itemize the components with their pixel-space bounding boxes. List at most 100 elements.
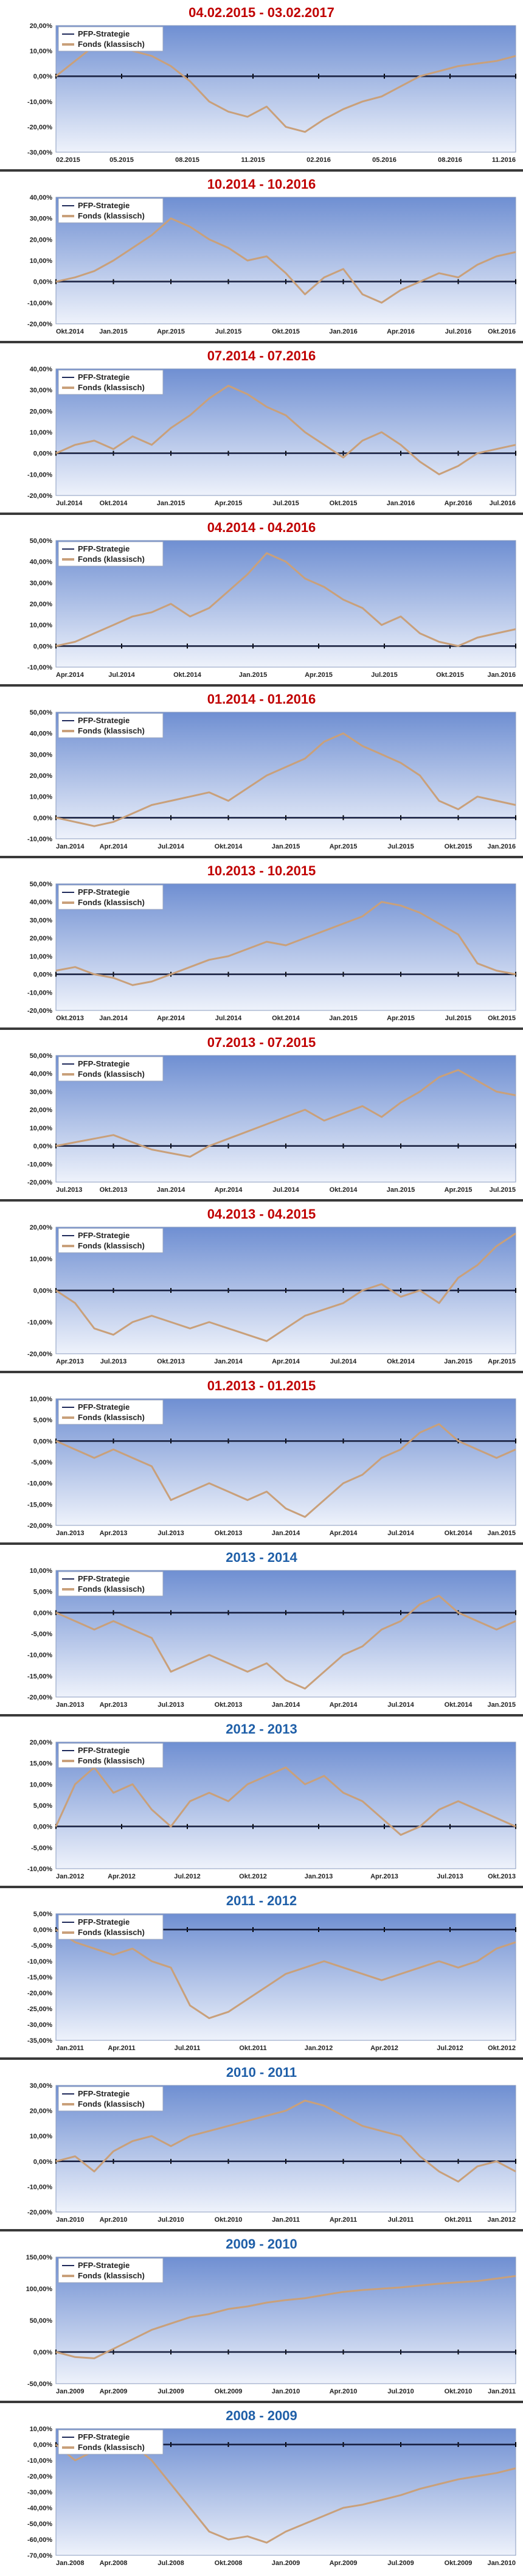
x-tick-label: Okt.2014 bbox=[445, 1530, 473, 1537]
series-line-fonds bbox=[55, 1423, 516, 1518]
y-tick-label: 40,00% bbox=[30, 194, 53, 201]
y-tick-label: 10,00% bbox=[30, 429, 53, 436]
y-tick-label: -20,00% bbox=[27, 1007, 52, 1015]
legend-box bbox=[58, 713, 164, 738]
y-tick-label: 50,00% bbox=[30, 537, 53, 545]
y-tick-label: 20,00% bbox=[30, 772, 53, 780]
x-tick-label: Jan.2015 bbox=[329, 1015, 357, 1022]
x-tick-label: Jan.2013 bbox=[305, 1873, 333, 1880]
y-tick-label: -50,00% bbox=[27, 2381, 52, 2388]
y-tick-label: -10,00% bbox=[27, 1161, 52, 1168]
x-tick-label: Jan.2014 bbox=[214, 1358, 243, 1365]
x-tick-label: Okt.2014 bbox=[56, 328, 85, 335]
chart-title: 10.2013 - 10.2015 bbox=[207, 863, 316, 878]
x-tick-label: Jul.2009 bbox=[387, 2560, 414, 2567]
legend-label: PFP-Strategie bbox=[78, 373, 130, 382]
x-tick-label: Jan.2016 bbox=[329, 328, 357, 335]
x-tick-label: Jul.2014 bbox=[56, 500, 83, 507]
chart-svg: 50,00% 40,00% 30,00% 20,00% 10,00% 0,00% -10,0… bbox=[27, 537, 516, 679]
y-tick-label: 10,00% bbox=[30, 1396, 53, 1403]
y-tick-label: 50,00% bbox=[30, 2317, 53, 2325]
y-tick-label: 5,00% bbox=[33, 1911, 52, 1918]
y-tick-label: -20,00% bbox=[27, 2209, 52, 2216]
legend-label: Fonds (klassisch) bbox=[78, 2271, 145, 2280]
y-tick-label: 50,00% bbox=[30, 881, 53, 888]
legend-label: Fonds (klassisch) bbox=[78, 1413, 145, 1422]
legend-label: PFP-Strategie bbox=[78, 1402, 130, 1412]
y-tick-label: 0,00% bbox=[33, 1609, 52, 1617]
x-tick-label: Okt.2008 bbox=[215, 2560, 243, 2567]
y-tick-label: 0,00% bbox=[33, 643, 52, 650]
x-tick-label: Okt.2015 bbox=[488, 1015, 516, 1022]
chart-title: 04.2013 - 04.2015 bbox=[207, 1206, 316, 1222]
x-tick-label: Jul.2014 bbox=[158, 843, 184, 850]
legend-label: Fonds (klassisch) bbox=[78, 211, 145, 220]
y-tick-label: 0,00% bbox=[33, 1287, 52, 1295]
x-tick-label: Jan.2015 bbox=[488, 1530, 516, 1537]
x-tick-label: Jul.2015 bbox=[490, 1186, 516, 1194]
x-tick-label: Okt.2011 bbox=[239, 2045, 266, 2052]
legend-box bbox=[58, 369, 164, 395]
x-tick-label: Jan.2012 bbox=[488, 2216, 516, 2224]
x-tick-label: Jul.2014 bbox=[272, 1186, 299, 1194]
x-tick-label: Jan.2016 bbox=[488, 843, 516, 850]
legend-box bbox=[58, 198, 164, 223]
y-tick-label: 10,00% bbox=[30, 257, 53, 265]
x-tick-label: Okt.2013 bbox=[488, 1873, 516, 1880]
legend-label: PFP-Strategie bbox=[78, 2432, 130, 2441]
y-tick-label: -10,00% bbox=[27, 2183, 52, 2191]
x-tick-label: Apr.2015 bbox=[215, 500, 243, 507]
chart-panel: 2013 - 2014 10,00% 5,00% 0,00% -5,00% -10,00%… bbox=[0, 1545, 523, 1717]
y-tick-label: 40,00% bbox=[30, 366, 53, 373]
y-tick-label: -10,00% bbox=[27, 1480, 52, 1488]
y-tick-label: 20,00% bbox=[30, 935, 53, 942]
x-tick-label: Jan.2015 bbox=[239, 671, 267, 679]
x-tick-label: Okt.2012 bbox=[488, 2045, 516, 2052]
x-tick-label: Jan.2015 bbox=[99, 328, 127, 335]
legend-label: PFP-Strategie bbox=[78, 887, 130, 897]
x-tick-label: Apr.2015 bbox=[305, 671, 333, 679]
x-tick-label: Apr.2015 bbox=[157, 328, 185, 335]
chart-svg: 40,00% 30,00% 20,00% 10,00% 0,00% -10,00% -20,… bbox=[27, 366, 516, 507]
y-tick-label: -70,00% bbox=[27, 2552, 52, 2560]
x-tick-label: Apr.2015 bbox=[330, 843, 358, 850]
y-tick-label: -5,00% bbox=[31, 1844, 52, 1852]
x-tick-label: Jul.2012 bbox=[437, 2045, 463, 2052]
y-tick-label: 10,00% bbox=[30, 1567, 53, 1575]
y-tick-label: 20,00% bbox=[30, 23, 53, 30]
y-tick-label: 0,00% bbox=[33, 1143, 52, 1150]
legend-box bbox=[58, 2429, 164, 2455]
y-tick-label: 20,00% bbox=[30, 1107, 53, 1114]
y-tick-label: -10,00% bbox=[27, 1958, 52, 1965]
chart-panel: 10.2014 - 10.2016 40,00% 30,00% 20,00% 10,00… bbox=[0, 172, 523, 343]
y-tick-label: 10,00% bbox=[30, 953, 53, 961]
x-tick-label: Jul.2010 bbox=[158, 2216, 184, 2224]
y-tick-label: -10,00% bbox=[27, 1866, 52, 1873]
y-tick-label: -15,00% bbox=[27, 1501, 52, 1508]
x-tick-label: Jan.2010 bbox=[488, 2560, 516, 2567]
y-tick-label: 0,00% bbox=[33, 450, 52, 458]
series-line-fonds bbox=[55, 552, 516, 647]
x-tick-label: Jul.2015 bbox=[215, 328, 241, 335]
x-tick-label: Okt.2014 bbox=[173, 671, 202, 679]
x-tick-label: Apr.2011 bbox=[108, 2045, 135, 2052]
x-tick-label: Jul.2016 bbox=[445, 328, 471, 335]
legend-label: Fonds (klassisch) bbox=[78, 1756, 145, 1765]
legend-box bbox=[58, 884, 164, 910]
legend-label: PFP-Strategie bbox=[78, 716, 130, 725]
chart-svg: 5,00% 0,00% -5,00% -10,00% -15,00% -20,00% -25… bbox=[27, 1911, 516, 2052]
chart-svg: 20,00% 15,00% 10,00% 5,00% 0,00% -5,00% -10,00… bbox=[27, 1739, 516, 1880]
y-tick-label: -10,00% bbox=[27, 299, 52, 307]
y-tick-label: 0,00% bbox=[33, 73, 52, 80]
x-tick-label: Jan.2011 bbox=[56, 2045, 84, 2052]
x-tick-label: Jul.2009 bbox=[158, 2388, 184, 2395]
x-tick-label: Jul.2015 bbox=[445, 1015, 471, 1022]
chart-title: 2008 - 2009 bbox=[226, 2408, 297, 2423]
chart-title: 10.2014 - 10.2016 bbox=[207, 177, 316, 192]
chart-svg: 20,00% 10,00% 0,00% -10,00% -20,00% -30,00% 02… bbox=[27, 23, 516, 164]
x-tick-label: Apr.2014 bbox=[272, 1358, 300, 1365]
x-tick-label: Okt.2014 bbox=[445, 1701, 473, 1709]
y-tick-label: -20,00% bbox=[27, 492, 52, 500]
x-tick-label: Okt.2015 bbox=[436, 671, 464, 679]
y-tick-label: -30,00% bbox=[27, 149, 52, 156]
